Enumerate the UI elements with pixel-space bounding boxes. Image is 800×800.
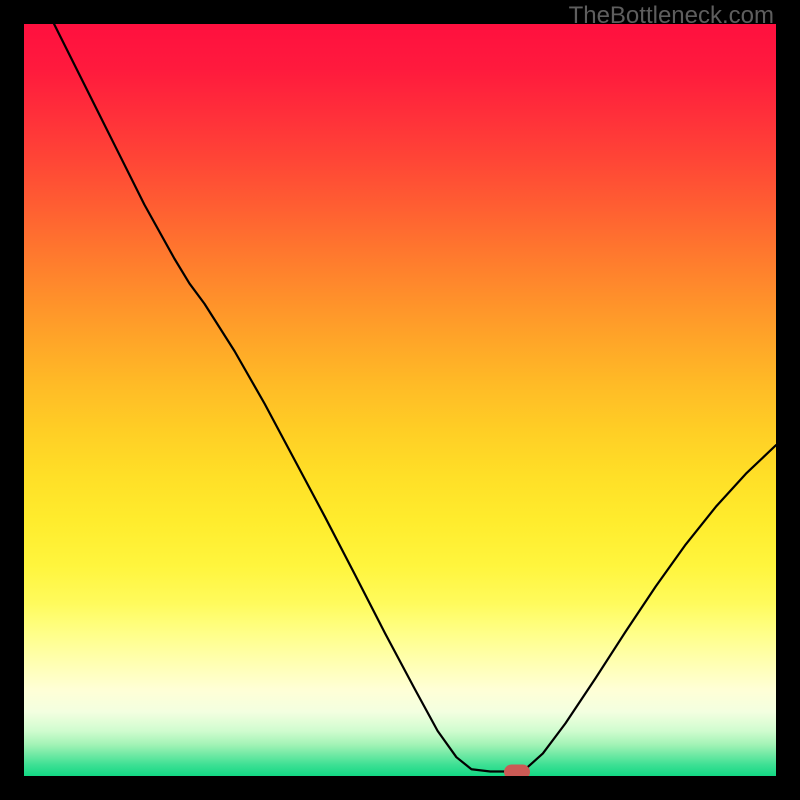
watermark-text: TheBottleneck.com (569, 2, 774, 30)
chart-frame: TheBottleneck.com (0, 0, 800, 800)
bottleneck-curve-svg (24, 24, 776, 776)
plot-area (24, 24, 776, 776)
optimal-point-marker (504, 765, 530, 776)
bottleneck-curve (54, 24, 776, 771)
